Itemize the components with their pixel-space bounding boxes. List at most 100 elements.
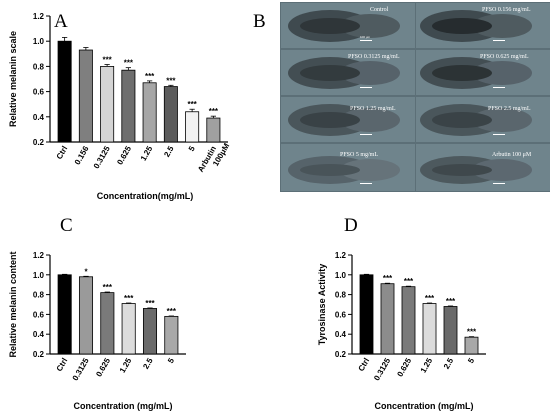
micrograph-label-control: Control <box>370 7 389 13</box>
x-tick-label: Arbutin100μM <box>196 136 231 178</box>
significance-label: *** <box>166 76 176 85</box>
bar-3 <box>422 303 437 355</box>
chart-c: 0.2 0.4 0.6 0.8 1.0 1.2 Relative melanin conte… <box>8 251 186 411</box>
micrograph-5: PFSO 5 mg/mL <box>281 144 415 191</box>
bar-0 <box>57 40 72 143</box>
micrograph-03125: PFSO 0.3125 mg/mL <box>281 50 415 95</box>
panel-letter-d: D <box>344 215 358 236</box>
bar-5 <box>163 86 178 143</box>
y-tick-label: 0.8 <box>335 291 347 300</box>
bar-2 <box>100 292 115 355</box>
significance-label: *** <box>446 297 456 306</box>
x-axis-label: Concentration(mg/mL) <box>97 191 194 201</box>
bar-6 <box>185 111 200 143</box>
micrograph-label-arbutin: Arbutin 100 μM <box>492 152 532 158</box>
x-tick-label: 0.625 <box>115 144 133 166</box>
micrograph-0625: PFSO 0.625 mg/mL <box>416 50 550 95</box>
micrograph-label-0156: PFSO 0.156 mg/mL <box>482 7 531 13</box>
y-tick-label: 0.6 <box>335 310 347 319</box>
significance-label: *** <box>209 107 219 116</box>
x-tick-label: 1.25 <box>118 356 134 374</box>
bar-4 <box>142 82 157 143</box>
x-tick-label: 5 <box>187 144 197 153</box>
y-tick-label: 0.4 <box>33 330 45 339</box>
micrograph-label-5: PFSO 5 mg/mL <box>340 152 378 158</box>
significance-label: *** <box>425 294 435 303</box>
bar-2 <box>401 286 416 355</box>
panel-letter-a: A <box>54 11 68 32</box>
y-tick-label: 1.2 <box>335 251 347 260</box>
x-tick-label: Ctrl <box>55 145 70 161</box>
y-tick-label: 1.0 <box>33 37 45 46</box>
significance-label: *** <box>145 299 155 308</box>
y-axis-label: Tyrosinase Activity <box>317 264 327 346</box>
significance-label: *** <box>102 56 112 65</box>
x-tick-label: 0.3125 <box>92 144 112 170</box>
y-tick-label: 0.6 <box>33 88 45 97</box>
bar-7 <box>206 117 221 143</box>
x-tick-label: 0.156 <box>73 144 91 166</box>
micrograph-25: PFSO 2.5 mg/mL <box>416 97 550 142</box>
y-axis-label: Relative melanin scale <box>8 31 18 127</box>
x-tick-label: 2.5 <box>141 356 155 371</box>
y-tick-label: 0.2 <box>335 350 347 359</box>
y-tick-label: 1.0 <box>33 271 45 280</box>
bar-5 <box>464 336 479 355</box>
bar-1 <box>78 49 93 143</box>
significance-label: *** <box>103 283 113 292</box>
panel-letter-b: B <box>253 11 266 32</box>
x-tick-label: Ctrl <box>357 357 372 373</box>
micrograph-label-125: PFSO 1.25 mg/mL <box>350 106 396 112</box>
y-tick-label: 0.4 <box>33 113 45 122</box>
significance-label: *** <box>467 328 477 337</box>
x-tick-label: 2.5 <box>442 356 456 371</box>
y-tick-label: 1.2 <box>33 251 45 260</box>
x-tick-label: 1.25 <box>419 356 435 374</box>
significance-label: *** <box>167 307 177 316</box>
x-tick-label: 1.25 <box>139 144 155 162</box>
bar-1 <box>380 283 395 355</box>
panel-letter-c: C <box>60 215 73 236</box>
x-tick-label: 0.625 <box>395 356 413 378</box>
y-tick-label: 0.8 <box>33 62 45 71</box>
y-tick-label: 1.0 <box>335 271 347 280</box>
significance-label: * <box>84 267 88 276</box>
bar-4 <box>142 308 158 355</box>
micrograph-label-0625: PFSO 0.625 mg/mL <box>480 54 529 60</box>
micrograph-control: 100 μm Control <box>281 3 415 48</box>
micrograph-arbutin: Arbutin 100 μM <box>416 144 550 191</box>
y-tick-label: 0.2 <box>33 138 45 147</box>
microscopy-grid: 100 μm Control PFSO 0.156 mg/mL PFSO 0.3… <box>280 2 550 192</box>
y-tick-label: 1.2 <box>33 12 45 21</box>
bar-5 <box>164 315 179 355</box>
x-tick-label: 0.625 <box>94 356 112 378</box>
significance-label: *** <box>145 72 155 81</box>
y-tick-label: 0.6 <box>33 310 45 319</box>
micrograph-label-03125: PFSO 0.3125 mg/mL <box>348 54 400 60</box>
significance-label: *** <box>124 294 134 303</box>
micrograph-label-25: PFSO 2.5 mg/mL <box>488 106 531 112</box>
y-tick-label: 0.2 <box>33 350 45 359</box>
y-tick-label: 0.8 <box>33 291 45 300</box>
bar-1 <box>78 276 94 355</box>
significance-label: *** <box>383 274 393 283</box>
bar-4 <box>443 306 458 355</box>
x-tick-label: 5 <box>166 356 176 365</box>
x-tick-label: Ctrl <box>55 357 70 373</box>
y-tick-label: 0.4 <box>335 330 347 339</box>
bar-0 <box>359 274 374 355</box>
x-axis-label: Concentration (mg/mL) <box>375 401 474 411</box>
y-axis-label: Relative melanin content <box>8 251 18 357</box>
bar-0 <box>57 274 72 355</box>
bar-3 <box>121 69 136 143</box>
x-tick-label: 0.3125 <box>71 356 91 382</box>
significance-label: *** <box>404 277 414 286</box>
bar-3 <box>121 303 136 355</box>
bar-2 <box>100 66 115 143</box>
micrograph-125: PFSO 1.25 mg/mL <box>281 97 415 142</box>
significance-label: *** <box>187 100 197 109</box>
x-axis-label: Concentration (mg/mL) <box>74 401 173 411</box>
significance-label: *** <box>124 59 134 68</box>
